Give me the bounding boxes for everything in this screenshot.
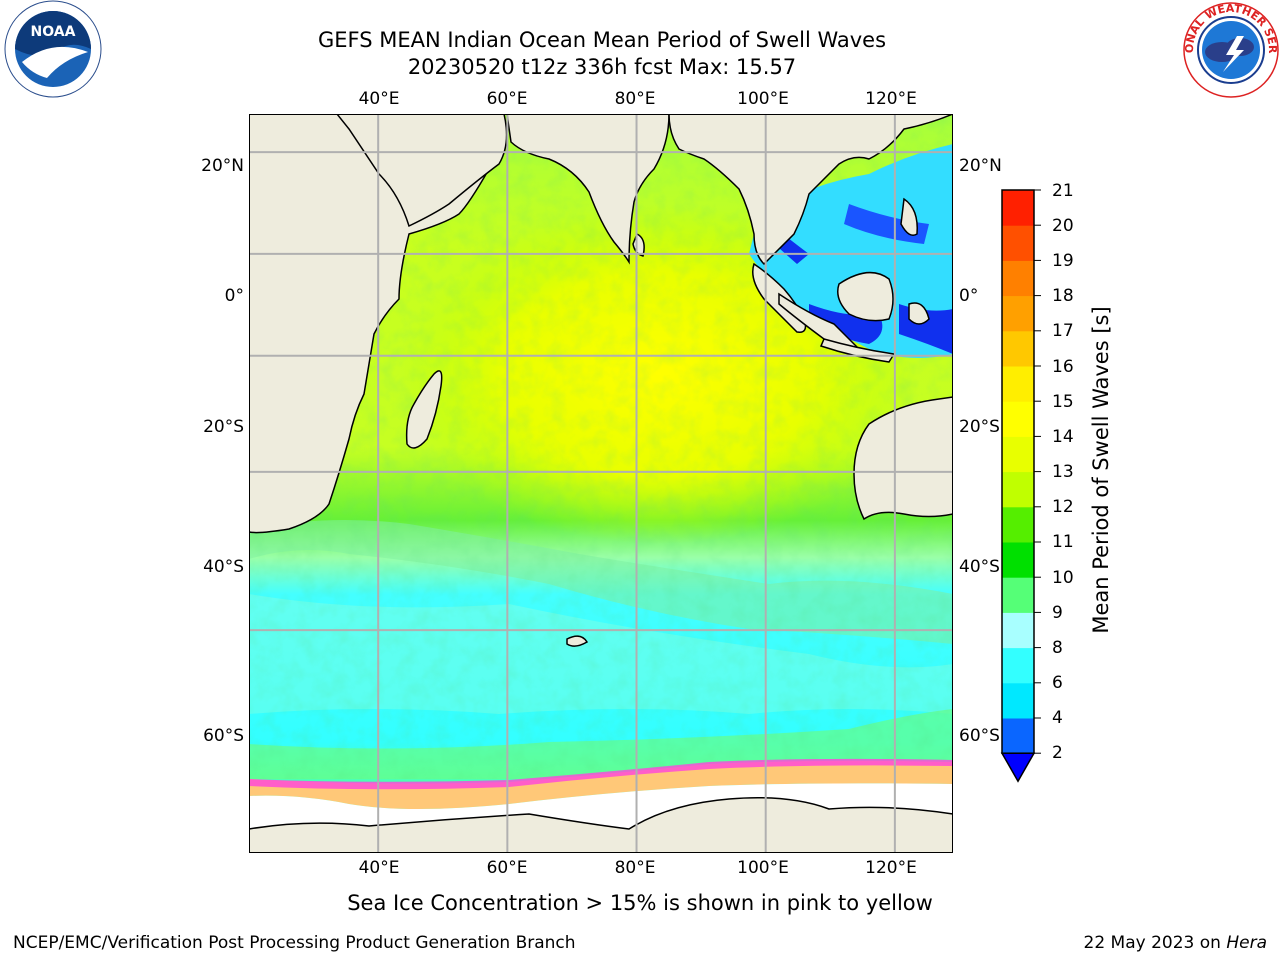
y-tick-left: 0° (224, 286, 244, 306)
y-tick-right: 20°S (959, 417, 1000, 437)
colorbar-tick: 16 (1052, 357, 1074, 377)
colorbar-bin (1002, 225, 1034, 261)
colorbar-tick: 13 (1052, 462, 1074, 482)
colorbar-tick: 6 (1052, 673, 1063, 693)
madagascar (405, 370, 443, 449)
colorbar-bin (1002, 471, 1034, 508)
colorbar-tick: 4 (1052, 708, 1063, 728)
colorbar (1000, 188, 1041, 784)
colorbar-tick: 21 (1052, 181, 1074, 201)
footer-credit: NCEP/EMC/Verification Post Processing Pr… (13, 933, 576, 953)
nws-logo: NATIONAL WEATHER SERVICE (1177, 0, 1280, 100)
x-tick-bottom: 40°E (358, 858, 400, 878)
x-tick-top: 120°E (865, 89, 917, 109)
colorbar-bin (1002, 577, 1034, 613)
colorbar-tick: 14 (1052, 427, 1074, 447)
colorbar-tick: 17 (1052, 321, 1074, 341)
y-tick-right: 20°N (959, 156, 1002, 176)
x-tick-top: 40°E (358, 89, 400, 109)
y-tick-right: 40°S (959, 557, 1000, 577)
x-tick-bottom: 100°E (737, 858, 789, 878)
colorbar-bin (1002, 366, 1034, 402)
y-tick-left: 40°S (203, 557, 244, 577)
colorbar-bin (1002, 542, 1034, 578)
colorbar-tick: 9 (1052, 603, 1063, 623)
colorbar-label-box: Mean Period of Swell Waves [s] (1080, 290, 1120, 650)
sea-ice-edge (249, 758, 953, 790)
colorbar-tick: 19 (1052, 251, 1074, 271)
colorbar-bin (1002, 436, 1034, 473)
colorbar-tick: 8 (1052, 638, 1063, 658)
svg-text:NOAA: NOAA (31, 24, 76, 40)
y-tick-left: 20°S (203, 417, 244, 437)
colorbar-bin (1002, 718, 1034, 754)
x-tick-top: 80°E (614, 89, 656, 109)
colorbar-tick: 15 (1052, 392, 1074, 412)
sulawesi (908, 302, 930, 325)
sea-ice-band (249, 760, 953, 809)
colorbar-bin (1002, 401, 1034, 437)
colorbar-extend-min (1000, 752, 1036, 783)
footer-host: Hera (1226, 933, 1267, 953)
antarctica (248, 797, 954, 854)
colorbar-tick: 12 (1052, 497, 1074, 517)
noaa-logo: NOAA (2, 0, 102, 100)
kerguelen (566, 635, 589, 647)
africa (248, 113, 501, 534)
colorbar-tick: 20 (1052, 216, 1074, 236)
colorbar-tick: 11 (1052, 532, 1074, 552)
map-frame (248, 113, 954, 854)
colorbar-bin (1002, 295, 1034, 332)
borneo (837, 271, 894, 322)
colorbar-bin (1002, 190, 1034, 226)
x-tick-top: 60°E (486, 89, 528, 109)
x-tick-bottom: 120°E (865, 858, 917, 878)
colorbar-bin (1002, 260, 1034, 297)
y-tick-left: 20°N (201, 156, 244, 176)
colorbar-bin (1002, 330, 1034, 367)
chart-title: GEFS MEAN Indian Ocean Mean Period of Sw… (317, 28, 887, 52)
colorbar-bin (1002, 506, 1034, 543)
colorbar-bin (1002, 647, 1034, 684)
colorbar-tick: 10 (1052, 568, 1074, 588)
colorbar-tick: 18 (1052, 286, 1074, 306)
colorbar-tick: 2 (1052, 743, 1063, 763)
colorbar-bin (1002, 612, 1034, 649)
gridlines (249, 114, 953, 853)
x-tick-top: 100°E (737, 89, 789, 109)
y-tick-right: 0° (959, 286, 979, 306)
arabia (335, 113, 508, 228)
x-tick-bottom: 80°E (614, 858, 656, 878)
colorbar-bin (1002, 682, 1034, 719)
java-sea-low (809, 304, 883, 344)
footer-date-text: 22 May 2023 on (1083, 933, 1227, 953)
colorbar-label: Mean Period of Swell Waves [s] (1089, 306, 1113, 633)
x-tick-bottom: 60°E (486, 858, 528, 878)
chart-subtitle: 20230520 t12z 336h fcst Max: 15.57 (407, 55, 797, 79)
map-plot (248, 113, 954, 854)
y-tick-right: 60°S (959, 726, 1000, 746)
colorbar-graphic (1000, 189, 1041, 783)
y-tick-left: 60°S (203, 726, 244, 746)
map-border (249, 114, 953, 853)
sea-ice-caption: Sea Ice Concentration > 15% is shown in … (347, 891, 933, 915)
footer-date: 22 May 2023 on Hera (1084, 933, 1268, 953)
philippines (900, 197, 918, 236)
